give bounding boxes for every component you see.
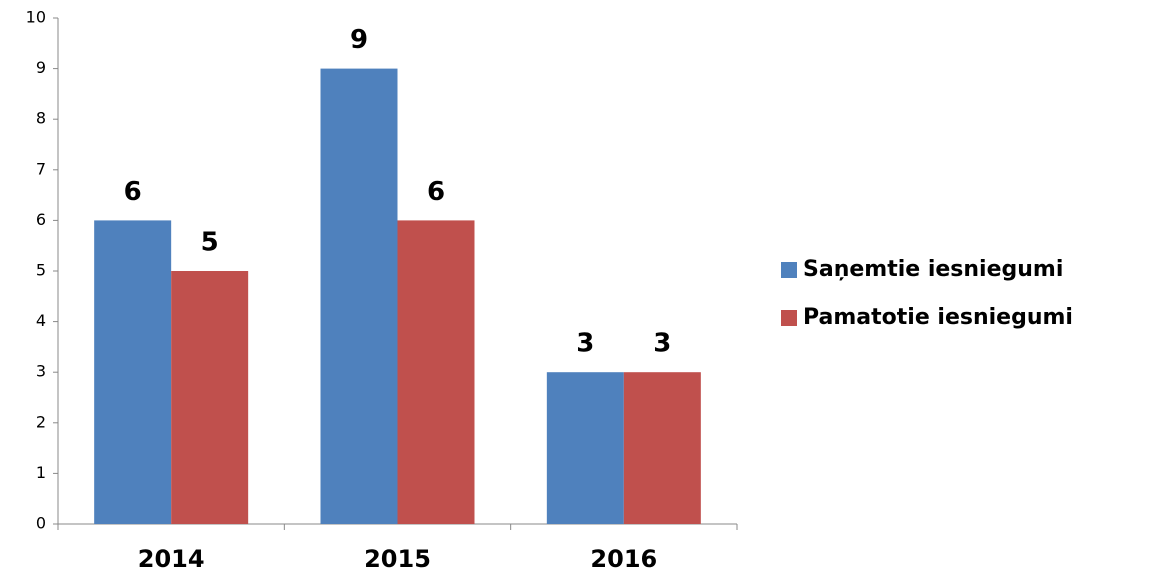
y-tick-label: 10 [26,8,46,27]
bar [171,271,249,524]
bar [546,372,624,524]
y-tick-label: 3 [36,362,46,381]
y-tick-label: 0 [36,514,46,533]
y-tick-label: 7 [36,159,46,178]
y-tick-label: 9 [36,58,46,77]
value-label: 9 [350,25,368,55]
x-tick-label: 2016 [590,545,657,573]
value-label: 6 [427,177,445,207]
y-tick-label: 2 [36,412,46,431]
bar [397,220,475,524]
value-label: 5 [201,228,219,258]
legend-label: Saņemtie iesniegumi [803,257,1063,282]
y-tick-label: 1 [36,463,46,482]
legend-label: Pamatotie iesniegumi [803,305,1073,330]
y-tick-label: 4 [36,311,46,330]
bar [94,220,172,524]
y-tick-label: 6 [36,210,46,229]
x-tick-label: 2014 [138,545,205,573]
legend-swatch [781,310,797,326]
y-tick-label: 8 [36,109,46,128]
value-label: 3 [653,329,671,359]
bar [623,372,701,524]
x-tick-label: 2015 [364,545,431,573]
bar [320,68,398,524]
value-label: 6 [124,177,142,207]
value-label: 3 [576,329,594,359]
legend-swatch [781,262,797,278]
y-tick-label: 5 [36,261,46,280]
